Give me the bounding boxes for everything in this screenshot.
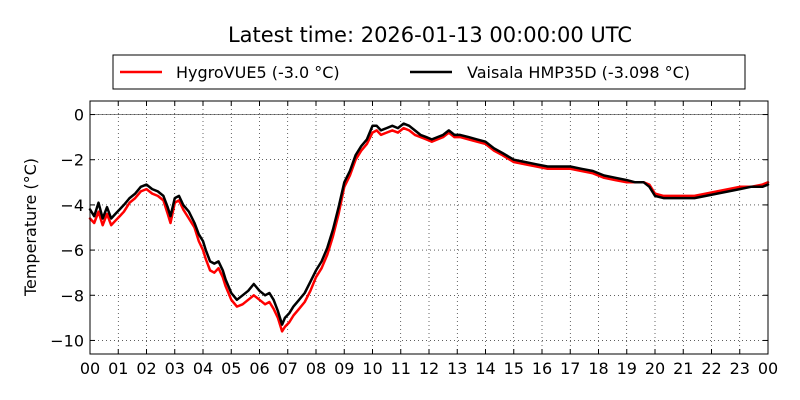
series-lines: [88, 122, 770, 333]
y-tick-label: −8: [60, 286, 84, 305]
x-tick-label: 23: [730, 359, 750, 378]
x-tick-label: 13: [447, 359, 467, 378]
x-tick-label: 17: [560, 359, 580, 378]
x-tick-label: 04: [193, 359, 213, 378]
x-tick-label: 11: [391, 359, 411, 378]
x-tick-label: 07: [278, 359, 298, 378]
x-tick-label: 22: [701, 359, 721, 378]
y-tick-label: −10: [50, 331, 84, 350]
y-axis-label: Temperature (°C): [21, 158, 40, 297]
x-tick-label: 20: [645, 359, 665, 378]
x-tick-label: 00: [80, 359, 100, 378]
legend: HygroVUE5 (-3.0 °C) Vaisala HMP35D (-3.0…: [112, 54, 746, 90]
x-tick-label: 02: [136, 359, 156, 378]
x-tick-label: 18: [588, 359, 608, 378]
axis-ticks: 00 01 02 03 04 05 06 07 08 09 10 11 12 13 14 15 16 17 18 19…: [50, 101, 778, 378]
x-tick-label: 12: [419, 359, 439, 378]
x-tick-label: 01: [108, 359, 128, 378]
legend-label-hygrovue5: HygroVUE5 (-3.0 °C): [176, 63, 340, 82]
x-tick-label: 05: [221, 359, 241, 378]
x-tick-label: 16: [532, 359, 552, 378]
y-tick-label: 0: [74, 106, 84, 125]
x-tick-label: 15: [504, 359, 524, 378]
legend-label-vaisala: Vaisala HMP35D (-3.098 °C): [467, 63, 690, 82]
x-tick-label: 19: [617, 359, 637, 378]
x-tick-label: 14: [475, 359, 495, 378]
x-tick-label: 00: [758, 359, 778, 378]
series-line-vaisala: [88, 122, 770, 326]
x-tick-label: 03: [165, 359, 185, 378]
x-tick-label: 08: [306, 359, 326, 378]
x-tick-label: 21: [673, 359, 693, 378]
x-tick-label: 09: [334, 359, 354, 378]
x-tick-label: 06: [249, 359, 269, 378]
y-tick-label: −4: [60, 196, 84, 215]
y-tick-label: −6: [60, 241, 84, 260]
y-tick-label: −2: [60, 151, 84, 170]
x-tick-label: 10: [362, 359, 382, 378]
chart-title: Latest time: 2026-01-13 00:00:00 UTC: [228, 23, 632, 47]
